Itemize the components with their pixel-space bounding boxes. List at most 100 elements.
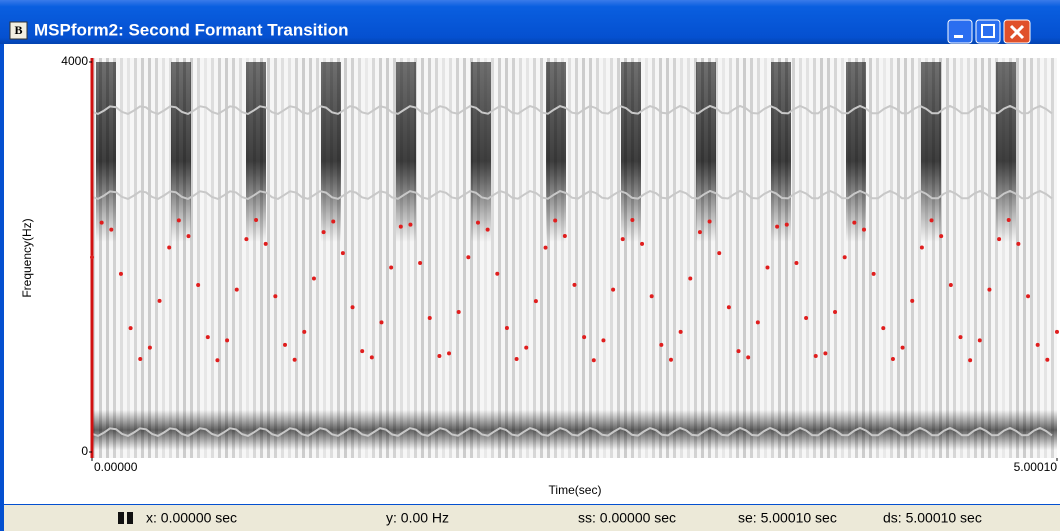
formant-point bbox=[437, 354, 441, 358]
spectral-streak bbox=[764, 58, 767, 458]
spectral-streak bbox=[274, 58, 277, 458]
formant-point bbox=[708, 220, 712, 224]
formant-point bbox=[833, 310, 837, 314]
spectral-streak bbox=[974, 58, 977, 458]
spectral-streak bbox=[456, 58, 459, 458]
formant-point bbox=[109, 228, 113, 232]
x-tick-label: 0.00000 bbox=[94, 460, 138, 474]
formant-point bbox=[351, 305, 355, 309]
spectral-streak bbox=[309, 58, 312, 458]
formant-point bbox=[910, 299, 914, 303]
dark-band bbox=[96, 62, 116, 242]
spectral-streak bbox=[449, 58, 452, 458]
formant-point bbox=[215, 358, 219, 362]
formant-point bbox=[756, 320, 760, 324]
spectral-streak bbox=[295, 58, 298, 458]
spectral-streak bbox=[1044, 58, 1047, 458]
spectral-streak bbox=[288, 58, 291, 458]
spectral-streak bbox=[421, 58, 424, 458]
spectral-streak bbox=[988, 58, 991, 458]
dark-band bbox=[471, 62, 491, 242]
y-tick-label: 4000 bbox=[61, 54, 88, 68]
spectral-streak bbox=[365, 58, 368, 458]
spectral-streak bbox=[225, 58, 228, 458]
formant-point bbox=[958, 335, 962, 339]
spectral-streak bbox=[1037, 58, 1040, 458]
maximize-button[interactable] bbox=[976, 20, 1000, 43]
status-se: se: 5.00010 sec bbox=[738, 510, 837, 526]
formant-point bbox=[582, 335, 586, 339]
formant-point bbox=[978, 338, 982, 342]
spectral-streak bbox=[498, 58, 501, 458]
formant-point bbox=[1016, 242, 1020, 246]
spectral-streak bbox=[141, 58, 144, 458]
spectral-streak bbox=[645, 58, 648, 458]
formant-point bbox=[206, 335, 210, 339]
y-axis-label: Frequency(Hz) bbox=[20, 218, 34, 297]
spectral-streak bbox=[540, 58, 543, 458]
formant-point bbox=[1045, 358, 1049, 362]
spectral-streak bbox=[617, 58, 620, 458]
spectral-streak bbox=[806, 58, 809, 458]
formant-point bbox=[611, 288, 615, 292]
formant-point bbox=[100, 221, 104, 225]
window-title: MSPform2: Second Formant Transition bbox=[34, 20, 349, 39]
formant-point bbox=[408, 223, 412, 227]
formant-point bbox=[814, 354, 818, 358]
formant-point bbox=[862, 228, 866, 232]
formant-point bbox=[968, 358, 972, 362]
dark-band bbox=[546, 62, 566, 242]
minimize-glyph bbox=[954, 35, 963, 38]
spectral-streak bbox=[204, 58, 207, 458]
spectral-streak bbox=[512, 58, 515, 458]
formant-point bbox=[379, 320, 383, 324]
spectral-streak bbox=[820, 58, 823, 458]
dark-band bbox=[321, 62, 341, 242]
spectral-streak bbox=[386, 58, 389, 458]
formant-point bbox=[872, 272, 876, 276]
formant-point bbox=[823, 351, 827, 355]
spectral-streak bbox=[953, 58, 956, 458]
spectral-streak bbox=[827, 58, 830, 458]
spectral-streak bbox=[792, 58, 795, 458]
formant-point bbox=[505, 326, 509, 330]
formant-point bbox=[601, 338, 605, 342]
formant-point bbox=[930, 218, 934, 222]
spectral-streak bbox=[687, 58, 690, 458]
window: B MSPform2: Second Formant Transition Fr… bbox=[0, 0, 1060, 531]
formant-point bbox=[158, 299, 162, 303]
spectral-streak bbox=[428, 58, 431, 458]
formant-point bbox=[997, 237, 1001, 241]
formant-point bbox=[235, 288, 239, 292]
formant-point bbox=[901, 346, 905, 350]
status-icon bbox=[127, 512, 133, 524]
formant-point bbox=[370, 355, 374, 359]
minimize-button[interactable] bbox=[948, 20, 972, 43]
spectral-streak bbox=[568, 58, 571, 458]
formant-point bbox=[524, 346, 528, 350]
formant-point bbox=[794, 261, 798, 265]
formant-point bbox=[765, 266, 769, 270]
spectral-streak bbox=[967, 58, 970, 458]
formant-point bbox=[312, 276, 316, 280]
spectral-streak bbox=[596, 58, 599, 458]
formant-point bbox=[293, 358, 297, 362]
status-x: x: 0.00000 sec bbox=[146, 510, 237, 526]
spectral-streak bbox=[904, 58, 907, 458]
formant-point bbox=[244, 237, 248, 241]
formant-point bbox=[254, 218, 258, 222]
dark-band bbox=[696, 62, 716, 242]
spectral-streak bbox=[946, 58, 949, 458]
formant-point bbox=[273, 294, 277, 298]
formant-point bbox=[466, 255, 470, 259]
dark-band bbox=[171, 62, 191, 242]
spectral-streak bbox=[197, 58, 200, 458]
formant-point bbox=[418, 261, 422, 265]
formant-point bbox=[196, 283, 200, 287]
status-ss: ss: 0.00000 sec bbox=[578, 510, 676, 526]
formant-point bbox=[283, 343, 287, 347]
spectral-streak bbox=[519, 58, 522, 458]
spectral-streak bbox=[435, 58, 438, 458]
formant-point bbox=[843, 255, 847, 259]
formant-point bbox=[1007, 218, 1011, 222]
